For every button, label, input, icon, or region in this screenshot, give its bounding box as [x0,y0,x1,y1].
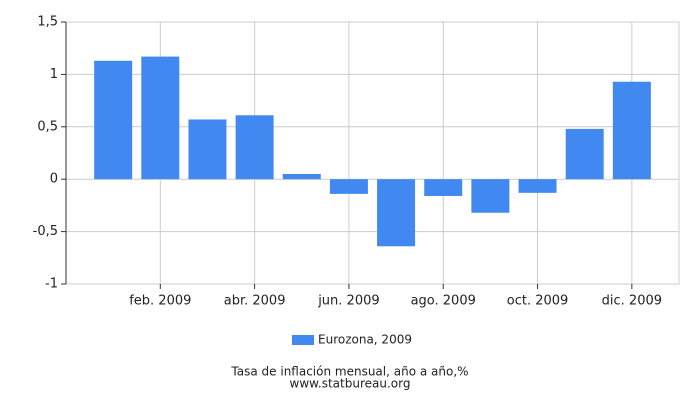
y-tick-label: 1,5 [37,15,58,30]
bar [424,179,463,196]
chart-subtitle: www.statbureau.org [290,377,411,391]
x-tick-label: feb. 2009 [129,294,191,309]
y-tick-label: 0 [50,172,58,187]
bar [329,179,368,194]
bar [282,173,321,180]
y-tick-label: 1 [50,67,58,82]
bar [377,179,416,247]
bar [471,179,510,213]
x-tick-label: jun. 2009 [317,294,379,309]
legend-label: Eurozona, 2009 [318,333,412,347]
bar [94,60,133,180]
bar [235,115,274,180]
bar [612,81,651,180]
y-tick-label: -1 [45,277,58,292]
x-tick-label: dic. 2009 [602,294,662,309]
chart-title: Tasa de inflación mensual, año a año,% [230,365,468,379]
bar [565,128,604,180]
bar [518,179,557,193]
x-tick-label: oct. 2009 [507,294,569,309]
y-tick-label: 0,5 [37,119,58,134]
legend-swatch [292,335,314,345]
x-tick-label: abr. 2009 [224,294,286,309]
x-tick-label: ago. 2009 [411,294,476,309]
y-tick-label: -0,5 [33,224,58,239]
bar [188,119,227,180]
bar [141,56,180,180]
